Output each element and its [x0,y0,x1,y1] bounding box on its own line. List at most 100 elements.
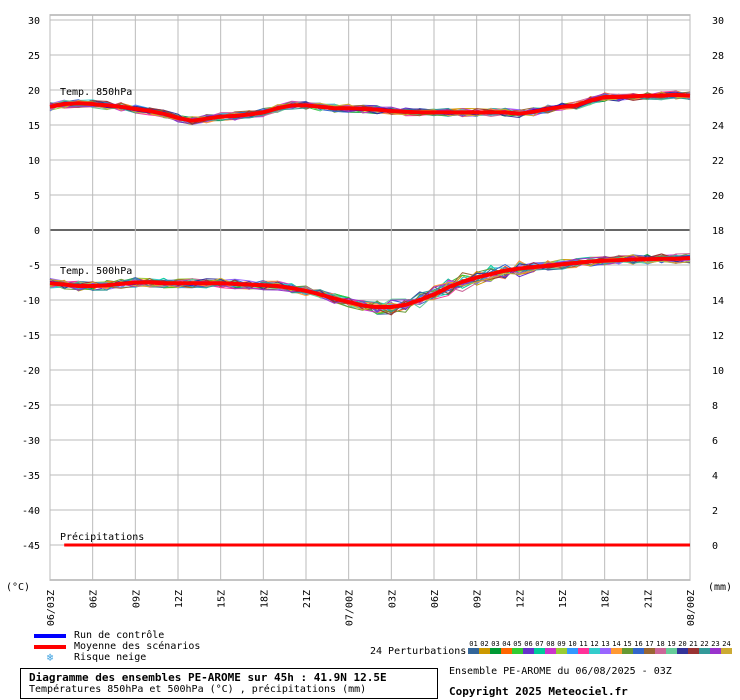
perturbation-color [677,648,688,654]
perturbation-number: 03 [491,640,500,648]
perturbation-color [512,648,523,654]
perturbations-label: 24 Perturbations [370,646,467,657]
y-right-tick: 2 [712,506,718,517]
legend-control-row: Run de contrôle [34,630,200,641]
perturbation-number: 12 [590,640,599,648]
perturbation-number: 22 [700,640,709,648]
perturbation-color [567,648,578,654]
y-left-tick: -10 [22,296,40,307]
perturbation-color [534,648,545,654]
left-unit-label: (°C) [6,582,30,593]
y-left-tick: 10 [28,156,40,167]
perturbation-number: 19 [667,640,676,648]
perturbation-number: 11 [579,640,588,648]
perturbation-color [611,648,622,654]
y-right-tick: 4 [712,471,718,482]
y-left-tick: 15 [28,121,40,132]
perturbation-color [699,648,710,654]
y-right-tick: 0 [712,541,718,552]
perturbation-color [523,648,534,654]
y-right-tick: 22 [712,156,724,167]
y-left-tick: -40 [22,506,40,517]
x-tick: 15Z [217,590,228,608]
t850-label: Temp. 850hPa [60,87,132,98]
perturbation-key: 01 02 03 04 05 06 07 08 09 10 11 12 13 14 15 16 17 18 19 20… [468,640,732,654]
y-right-tick: 20 [712,191,724,202]
x-tick: 09Z [473,590,484,608]
perturbation-number: 04 [502,640,511,648]
perturbation-number: 13 [601,640,610,648]
perturbation-number: 23 [711,640,720,648]
x-tick: 18Z [601,590,612,608]
x-tick: 21Z [302,590,313,608]
legend: Run de contrôle Moyenne des scénarios ❄ … [34,630,200,663]
perturbation-number: 01 [469,640,478,648]
perturbation-number: 14 [612,640,621,648]
x-tick: 21Z [643,590,654,608]
perturbation-color [600,648,611,654]
t850-mean-line [49,92,691,123]
t500-label: Temp. 500hPa [60,266,132,277]
legend-mean-label: Moyenne des scénarios [74,641,201,652]
t500-mean-line [49,256,691,309]
perturbation-color [468,648,479,654]
perturbation-color [666,648,677,654]
perturbation-color [622,648,633,654]
y-left-tick: 20 [28,86,40,97]
chart-subtitle: Températures 850hPa et 500hPa (°C) , pré… [29,684,367,695]
y-left-tick: -20 [22,366,40,377]
x-tick: 06/03Z [46,590,57,626]
perturbation-color [479,648,490,654]
x-tick: 12Z [515,590,526,608]
y-left-tick: -5 [28,261,40,272]
y-right-tick: 18 [712,226,724,237]
chart-title: Diagramme des ensembles PE-AROME sur 45h… [29,671,387,684]
x-tick: 06Z [430,590,441,608]
perturbation-color [710,648,721,654]
y-left-tick: -45 [22,541,40,552]
perturbation-color [490,648,501,654]
perturbation-color [589,648,600,654]
perturbation-colors [468,648,732,654]
legend-control-label: Run de contrôle [74,630,165,641]
perturbation-color [633,648,644,654]
right-unit-label: (mm) [708,582,732,593]
perturbation-color [556,648,567,654]
perturbation-number: 16 [634,640,643,648]
info-box: Diagramme des ensembles PE-AROME sur 45h… [20,668,438,699]
perturbation-number: 24 [722,640,731,648]
x-tick: 06Z [89,590,100,608]
legend-mean-row: Moyenne des scénarios [34,641,200,652]
perturbation-numbers: 01 02 03 04 05 06 07 08 09 10 11 12 13 14 15 16 17 18 19 20… [468,640,732,648]
perturbation-number: 08 [546,640,555,648]
perturbation-color [688,648,699,654]
x-tick: 18Z [259,590,270,608]
copyright: Copyright 2025 Meteociel.fr [449,685,628,698]
legend-snow-label: Risque neige [74,652,147,663]
x-tick: 09Z [131,590,142,608]
mean-swatch [34,644,66,649]
perturbation-number: 05 [513,640,522,648]
y-left-tick: -35 [22,471,40,482]
perturbation-number: 18 [656,640,665,648]
y-left-tick: -15 [22,331,40,342]
y-right-tick: 16 [712,261,724,272]
y-right-tick: 12 [712,331,724,342]
perturbation-number: 09 [557,640,566,648]
y-right-tick: 6 [712,436,718,447]
perturbation-number: 06 [524,640,533,648]
perturbation-color [578,648,589,654]
x-tick: 07/00Z [345,590,356,626]
perturbation-color [721,648,732,654]
y-left-tick: 0 [34,226,40,237]
y-left-tick: -25 [22,401,40,412]
ensemble-info: Ensemble PE-AROME du 06/08/2025 - 03Z [449,666,672,677]
perturbation-color [655,648,666,654]
y-left-tick: 30 [28,16,40,27]
perturbation-number: 20 [678,640,687,648]
y-left-tick: 25 [28,51,40,62]
perturbation-number: 10 [568,640,577,648]
y-right-tick: 24 [712,121,724,132]
precip-label: Précipitations [60,531,144,543]
